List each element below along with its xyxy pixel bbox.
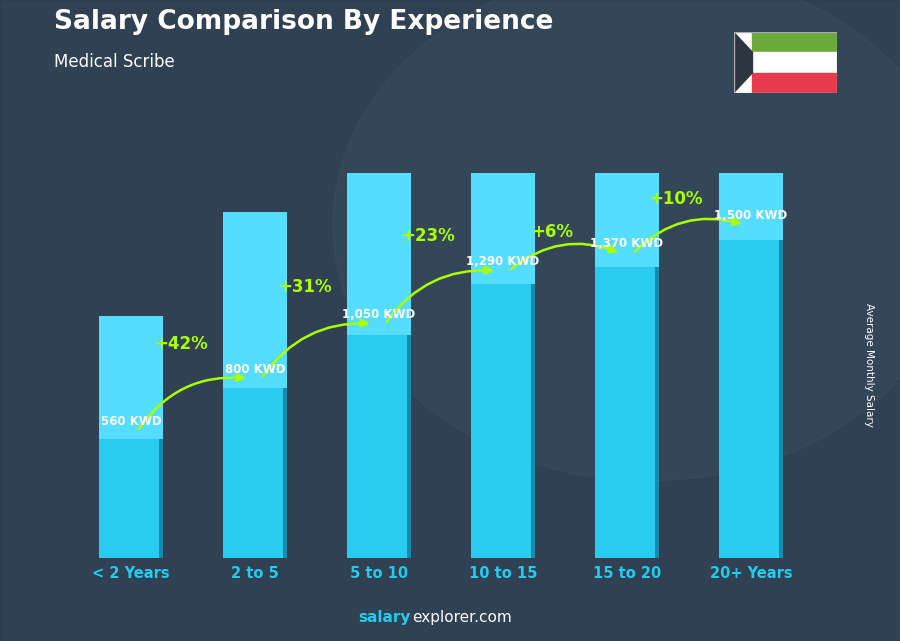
Bar: [595, 256, 659, 558]
Text: +10%: +10%: [650, 190, 703, 208]
Bar: [595, 0, 659, 267]
Bar: [778, 228, 783, 558]
Bar: [223, 382, 287, 558]
Bar: [471, 274, 536, 558]
Text: 560 KWD: 560 KWD: [101, 415, 161, 428]
Bar: [752, 72, 837, 93]
Text: +23%: +23%: [401, 227, 455, 245]
Ellipse shape: [333, 0, 900, 481]
Bar: [718, 0, 783, 240]
Bar: [283, 382, 287, 558]
Text: 1,290 KWD: 1,290 KWD: [466, 255, 540, 268]
Bar: [159, 435, 164, 558]
Text: +42%: +42%: [154, 335, 208, 353]
Text: salary: salary: [358, 610, 410, 625]
Text: 1,050 KWD: 1,050 KWD: [342, 308, 416, 320]
Text: Salary Comparison By Experience: Salary Comparison By Experience: [54, 9, 554, 35]
Text: 1,500 KWD: 1,500 KWD: [715, 209, 788, 222]
Bar: [99, 316, 164, 439]
Text: explorer.com: explorer.com: [412, 610, 512, 625]
Polygon shape: [734, 32, 752, 93]
Text: +31%: +31%: [278, 278, 331, 296]
Bar: [654, 256, 659, 558]
Bar: [752, 53, 837, 72]
Text: +6%: +6%: [532, 224, 573, 242]
Bar: [99, 435, 164, 558]
Bar: [471, 1, 536, 284]
Bar: [718, 228, 783, 558]
Bar: [531, 274, 536, 558]
Bar: [346, 327, 411, 558]
Text: Medical Scribe: Medical Scribe: [54, 53, 175, 71]
Bar: [407, 327, 411, 558]
Text: Average Monthly Salary: Average Monthly Salary: [863, 303, 874, 428]
Bar: [223, 212, 287, 388]
Text: 800 KWD: 800 KWD: [225, 363, 285, 376]
Bar: [752, 32, 837, 53]
Bar: [346, 104, 411, 335]
Text: 1,370 KWD: 1,370 KWD: [590, 237, 663, 251]
